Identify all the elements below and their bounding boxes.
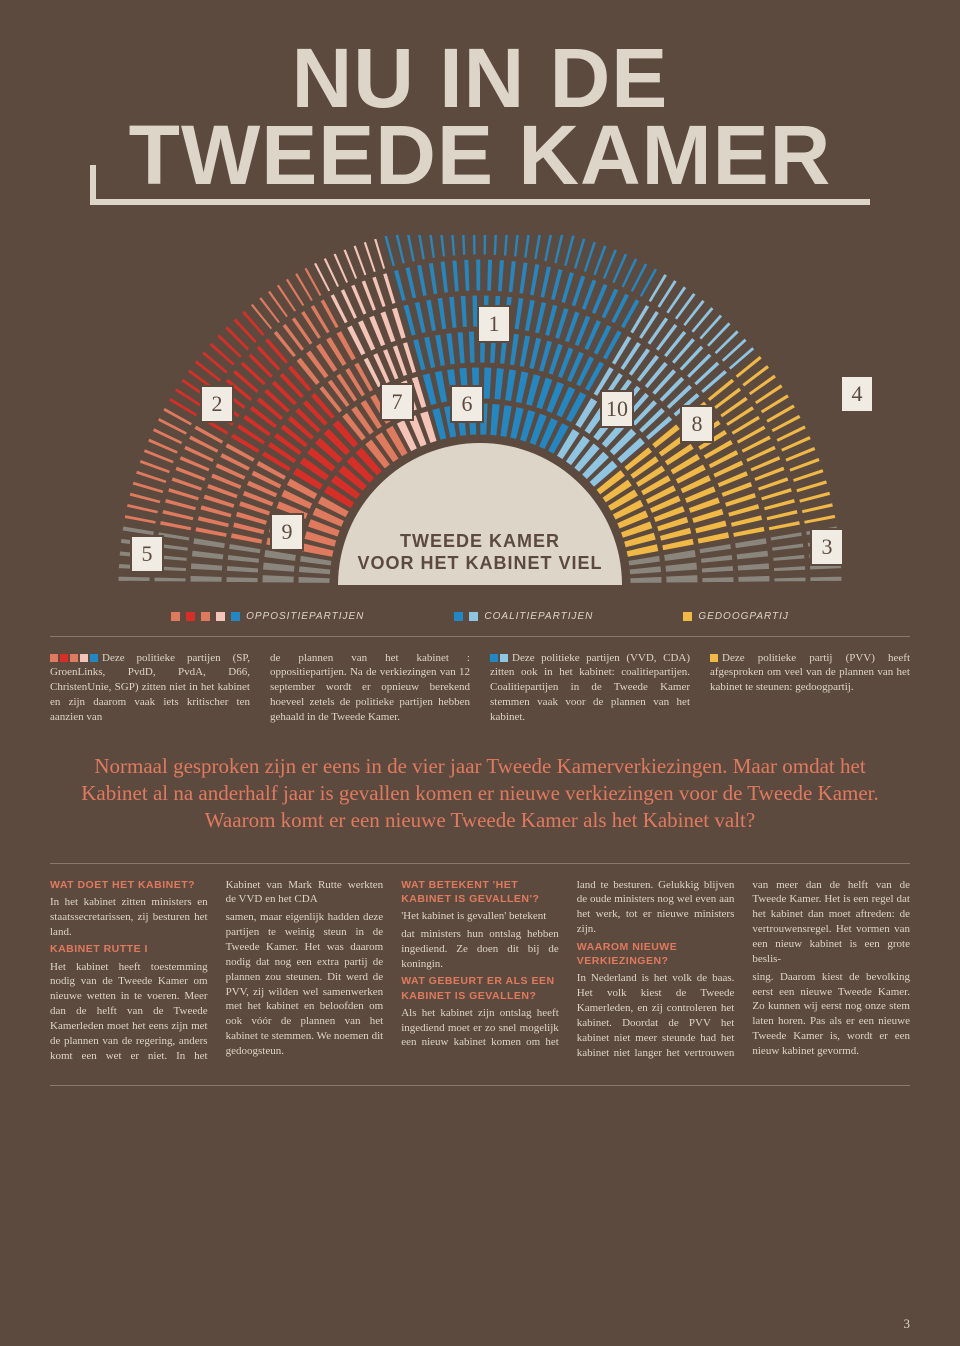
divider: [50, 636, 910, 637]
body-paragraph: 'Het kabinet is gevallen' betekent: [401, 909, 559, 924]
explain-columns: Deze politieke partijen (SP, GroenLinks,…: [50, 651, 910, 725]
explain-col: Deze politieke partijen (VVD, CDA) zitte…: [490, 651, 690, 725]
section-heading: WAAROM NIEUWE VERKIEZINGEN?: [577, 940, 735, 968]
seat-label: 3: [810, 528, 844, 566]
legend-item: OPPOSITIEPARTIJEN: [171, 611, 364, 622]
seat-label: 10: [600, 390, 634, 428]
seat-label: 5: [130, 535, 164, 573]
center-line2: VOOR HET KABINET VIEL: [357, 553, 602, 575]
hemicycle: TWEEDE KAMER VOOR HET KABINET VIEL 1 2 76 1…: [50, 235, 910, 595]
section-heading: WAT GEBEURT ER ALS EEN KABINET IS GEVALL…: [401, 974, 559, 1002]
title-line2: TWEEDE KAMER: [50, 117, 910, 194]
body-paragraph: In het kabinet zitten ministers en staat…: [50, 895, 208, 940]
body-paragraph: dat ministers hun ontslag hebben ingedie…: [401, 927, 559, 972]
title-line1: NU IN DE: [50, 40, 910, 117]
seat-label: 8: [680, 405, 714, 443]
legend: OPPOSITIEPARTIJEN COALITIEPARTIJEN GEDOOGP…: [50, 611, 910, 622]
section-heading: WAT DOET HET KABINET?: [50, 878, 208, 892]
center-line1: TWEEDE KAMER: [357, 531, 602, 553]
page-number: 3: [904, 1316, 911, 1332]
body-columns: WAT DOET HET KABINET? In het kabinet zitt…: [50, 878, 910, 1064]
explain-col: de plannen van het kabinet : oppositiepa…: [270, 651, 470, 725]
section-heading: KABINET RUTTE I: [50, 942, 208, 956]
hemicycle-center-label: TWEEDE KAMER VOOR HET KABINET VIEL: [357, 531, 602, 574]
legend-item: COALITIEPARTIJEN: [454, 611, 593, 622]
seat-label: 2: [200, 385, 234, 423]
body-paragraph: samen, maar eigenlijk hadden deze partij…: [226, 910, 384, 1058]
intro-text: Normaal gesproken zijn er eens in de vie…: [80, 753, 880, 835]
divider: [50, 863, 910, 864]
page: NU IN DE TWEEDE KAMER TWEEDE KAMER VOOR …: [0, 0, 960, 1346]
seat-label: 7: [380, 383, 414, 421]
explain-col: Deze politieke partij (PVV) heeft afgesp…: [710, 651, 910, 725]
title-block: NU IN DE TWEEDE KAMER: [50, 40, 910, 205]
seat-label: 9: [270, 513, 304, 551]
divider: [50, 1085, 910, 1086]
section-heading: WAT BETEKENT 'HET KABINET IS GEVALLEN'?: [401, 878, 559, 906]
seat-label: 1: [477, 305, 511, 343]
seat-label: 6: [450, 385, 484, 423]
body-paragraph: sing. Daarom kiest de bevolking eerst ee…: [752, 970, 910, 1059]
legend-item: GEDOOGPARTIJ: [683, 611, 789, 622]
seat-label: 4: [840, 375, 874, 413]
explain-col: Deze politieke partijen (SP, GroenLinks,…: [50, 651, 250, 725]
